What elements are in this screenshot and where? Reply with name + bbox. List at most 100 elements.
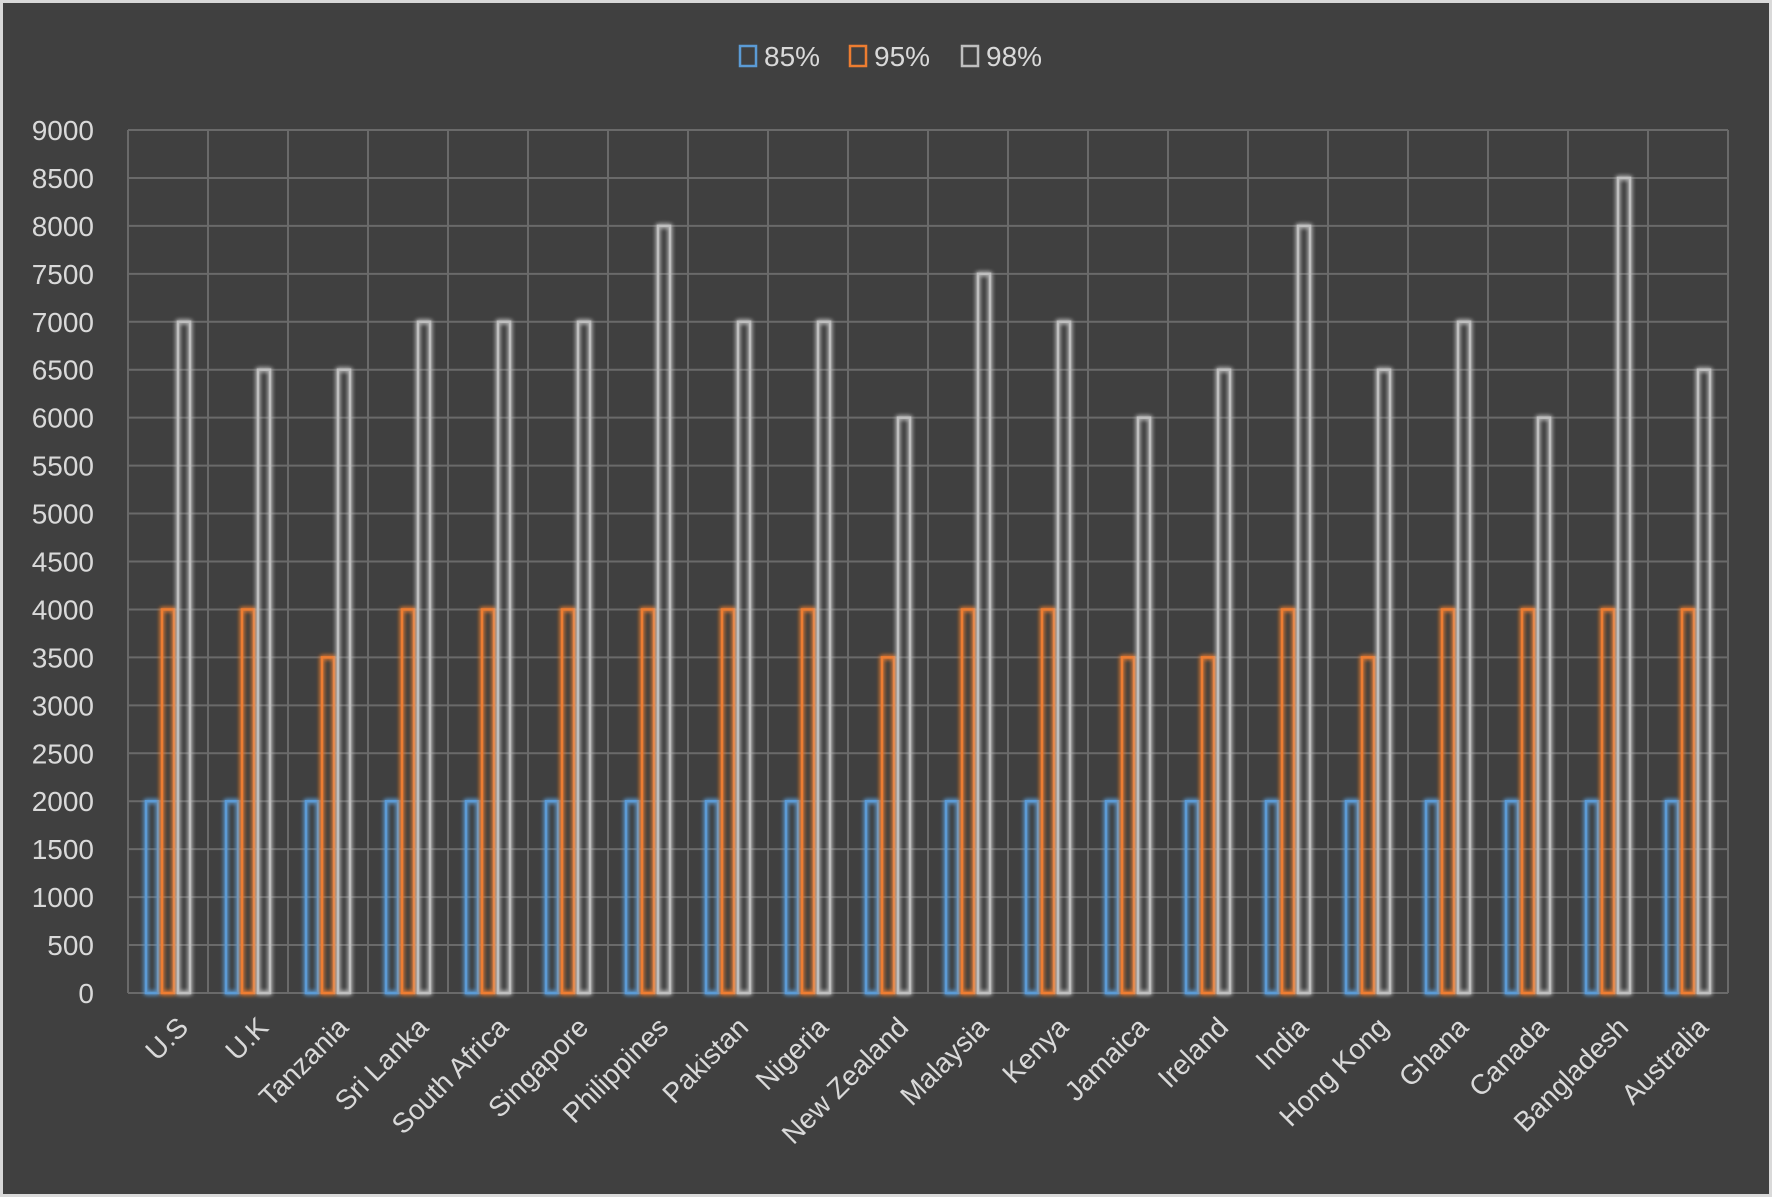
bar-95pct-tanzania [320,656,336,995]
bar-85pct-malaysia [944,799,960,995]
bar-95pct-u-s [160,608,176,995]
bar-85pct-u-s [144,799,160,995]
bar-95pct-hong-kong [1360,656,1376,995]
y-tick-label: 4000 [32,594,94,625]
bar-85pct-kenya [1024,799,1040,995]
x-tick-label: U.S [139,1011,194,1066]
bar-98pct-hong-kong [1376,368,1392,995]
bar-95pct-new-zealand [880,656,896,995]
y-tick-label: 3500 [32,642,94,673]
y-tick-label: 1000 [32,882,94,913]
bar-98pct-pakistan [736,320,752,995]
x-tick-label: Pakistan [656,1011,754,1109]
y-tick-label: 8000 [32,211,94,242]
bars [144,176,1712,995]
bar-85pct-canada [1504,799,1520,995]
bar-98pct-ghana [1456,320,1472,995]
y-tick-label: 2500 [32,738,94,769]
bar-95pct-u-k [240,608,256,995]
y-tick-label: 5000 [32,499,94,530]
legend-label: 95% [874,41,930,72]
bar-95pct-kenya [1040,608,1056,995]
bar-95pct-australia [1680,608,1696,995]
bar-98pct-bangladesh [1616,176,1632,995]
bar-85pct-south-africa [464,799,480,995]
legend-swatch [960,44,980,68]
bar-85pct-u-k [224,799,240,995]
y-tick-label: 7000 [32,307,94,338]
legend-swatch [848,44,868,68]
bar-98pct-kenya [1056,320,1072,995]
bar-85pct-sri-lanka [384,799,400,995]
bar-95pct-jamaica [1120,656,1136,995]
bar-98pct-jamaica [1136,416,1152,995]
bar-85pct-nigeria [784,799,800,995]
legend-swatch [738,44,758,68]
bar-98pct-sri-lanka [416,320,432,995]
bar-95pct-pakistan [720,608,736,995]
bar-85pct-australia [1664,799,1680,995]
y-tick-label: 0 [78,978,94,1009]
y-tick-label: 3000 [32,690,94,721]
bar-85pct-philippines [624,799,640,995]
x-tick-label: Kenya [996,1011,1074,1089]
bar-95pct-singapore [560,608,576,995]
y-tick-label: 4500 [32,547,94,578]
x-tick-label: U.K [219,1011,274,1066]
bar-95pct-canada [1520,608,1536,995]
x-tick-label: Ireland [1152,1011,1234,1093]
bar-95pct-philippines [640,608,656,995]
bar-95pct-india [1280,608,1296,995]
bar-98pct-u-k [256,368,272,995]
y-tick-label: 8500 [32,163,94,194]
bar-95pct-malaysia [960,608,976,995]
bar-98pct-philippines [656,224,672,995]
bar-95pct-ireland [1200,656,1216,995]
bar-98pct-south-africa [496,320,512,995]
bar-85pct-singapore [544,799,560,995]
bar-98pct-new-zealand [896,416,912,995]
bar-95pct-south-africa [480,608,496,995]
bar-95pct-bangladesh [1600,608,1616,995]
y-tick-label: 500 [47,930,94,961]
bar-98pct-ireland [1216,368,1232,995]
bar-95pct-ghana [1440,608,1456,995]
bar-85pct-bangladesh [1584,799,1600,995]
x-tick-label: Australia [1615,1011,1714,1110]
y-tick-label: 9000 [32,115,94,146]
y-tick-label: 5500 [32,451,94,482]
bar-98pct-australia [1696,368,1712,995]
bar-98pct-nigeria [816,320,832,995]
bar-98pct-singapore [576,320,592,995]
x-tick-label: Malaysia [894,1011,994,1111]
bar-98pct-india [1296,224,1312,995]
bar-85pct-ghana [1424,799,1440,995]
y-axis: 0 500 1000 1500 2000 2500 3000 3500 4000 4500 5000… [32,115,94,1009]
bar-85pct-pakistan [704,799,720,995]
x-tick-label: India [1249,1011,1314,1076]
y-tick-label: 1500 [32,834,94,865]
gridlines [127,129,1729,994]
bar-95pct-nigeria [800,608,816,995]
bar-85pct-new-zealand [864,799,880,995]
bar-98pct-u-s [176,320,192,995]
x-tick-label: Jamaica [1059,1011,1155,1107]
bar-98pct-tanzania [336,368,352,995]
y-tick-label: 2000 [32,786,94,817]
bar-85pct-hong-kong [1344,799,1360,995]
bar-98pct-malaysia [976,272,992,995]
bar-85pct-jamaica [1104,799,1120,995]
legend: 85% 95% 98% [738,41,1042,72]
legend-label: 85% [764,41,820,72]
bar-85pct-india [1264,799,1280,995]
y-tick-label: 6500 [32,355,94,386]
bar-85pct-ireland [1184,799,1200,995]
y-tick-label: 7500 [32,259,94,290]
bar-95pct-sri-lanka [400,608,416,995]
bar-98pct-canada [1536,416,1552,995]
y-tick-label: 6000 [32,403,94,434]
legend-label: 98% [986,41,1042,72]
